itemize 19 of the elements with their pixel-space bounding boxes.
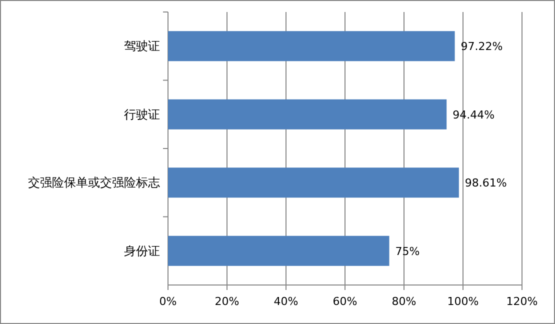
bar xyxy=(168,31,455,62)
y-tick-label: 身份证 xyxy=(124,244,160,258)
bar xyxy=(168,168,459,198)
x-tick-label: 60% xyxy=(332,295,358,308)
bar xyxy=(168,236,390,266)
x-tick-label: 120% xyxy=(506,295,538,308)
data-label: 75% xyxy=(395,244,420,258)
y-tick-label: 驾驶证 xyxy=(124,39,160,54)
x-tick-label: 20% xyxy=(214,295,240,308)
data-label: 98.61% xyxy=(464,176,507,190)
x-tick-label: 100% xyxy=(447,295,479,308)
data-label: 94.44% xyxy=(452,108,495,122)
x-tick-label: 0% xyxy=(159,295,177,308)
y-tick-label: 交强险保单或交强险标志 xyxy=(28,176,160,190)
data-label: 97.22% xyxy=(460,40,503,54)
x-tick-label: 80% xyxy=(392,295,416,308)
bar xyxy=(168,99,447,130)
y-tick-label: 行驶证 xyxy=(124,107,160,122)
x-tick-label: 40% xyxy=(274,295,298,308)
